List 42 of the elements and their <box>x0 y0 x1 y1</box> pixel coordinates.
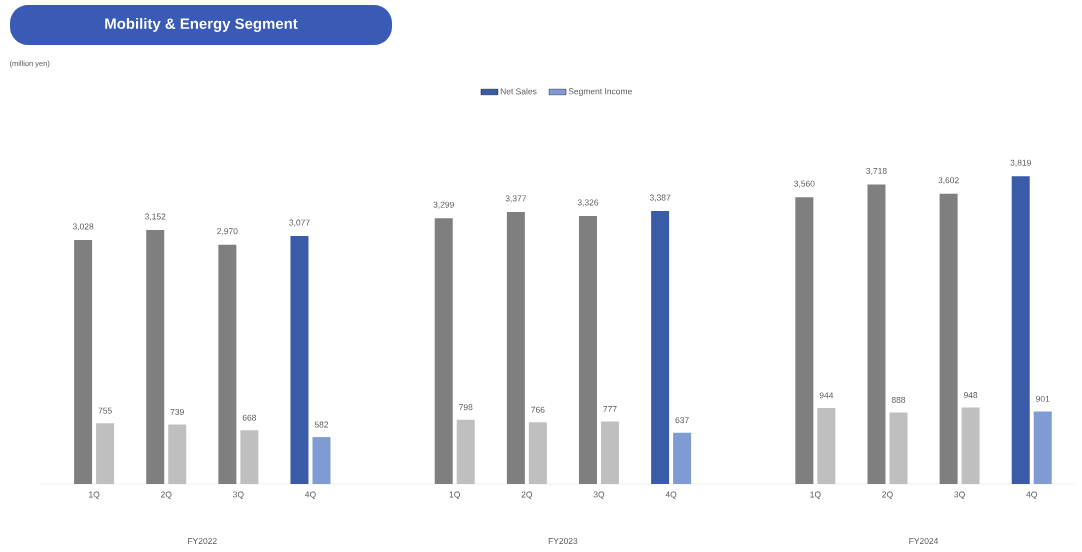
x-tick-label: 3Q <box>233 491 244 500</box>
data-label: 755 <box>98 407 112 414</box>
x-tick-label: 4Q <box>305 491 316 500</box>
data-label: 3,602 <box>938 177 959 185</box>
data-label: 3,387 <box>649 194 671 202</box>
data-label: 3,028 <box>72 223 94 231</box>
data-label: 3,377 <box>505 195 527 203</box>
x-tick-label: 1Q <box>810 491 821 500</box>
legend-label: Segment Income <box>568 88 632 96</box>
data-label: 668 <box>242 414 257 421</box>
data-label: 798 <box>459 404 473 411</box>
data-label: 3,326 <box>577 199 599 207</box>
data-label: 901 <box>1036 395 1050 402</box>
x-tick-label: 3Q <box>593 491 605 500</box>
data-label: 3,718 <box>866 167 887 175</box>
x-tick-label: 3Q <box>954 491 965 500</box>
data-label: 944 <box>819 392 834 399</box>
data-label: 3,560 <box>794 180 815 188</box>
data-label: 3,819 <box>1010 159 1031 167</box>
chart-title: Mobility & Energy Segment <box>105 17 298 32</box>
data-label: 3,077 <box>289 219 310 227</box>
data-label: 582 <box>314 421 329 428</box>
data-label: 888 <box>891 396 906 403</box>
data-label: 948 <box>963 392 978 399</box>
data-label: 2,970 <box>217 228 238 236</box>
x-tick-label: 4Q <box>1026 491 1037 500</box>
text: FY2022 <box>188 537 217 544</box>
data-label: 637 <box>675 417 689 424</box>
legend-label: Net Sales <box>500 88 537 95</box>
text: FY2023 <box>548 537 578 544</box>
data-label: 3,299 <box>433 201 454 209</box>
data-label: 739 <box>170 408 184 415</box>
x-tick-label: 2Q <box>161 491 172 500</box>
data-label: 3,152 <box>144 213 166 221</box>
data-label: 777 <box>603 406 617 412</box>
x-tick-label: 1Q <box>89 491 100 500</box>
x-tick-label: 1Q <box>449 491 460 500</box>
x-tick-label: 2Q <box>882 491 893 500</box>
text: FY2024 <box>909 537 939 544</box>
data-label: 766 <box>531 406 545 413</box>
x-tick-label: 2Q <box>521 491 533 500</box>
x-tick-label: 4Q <box>665 491 677 500</box>
